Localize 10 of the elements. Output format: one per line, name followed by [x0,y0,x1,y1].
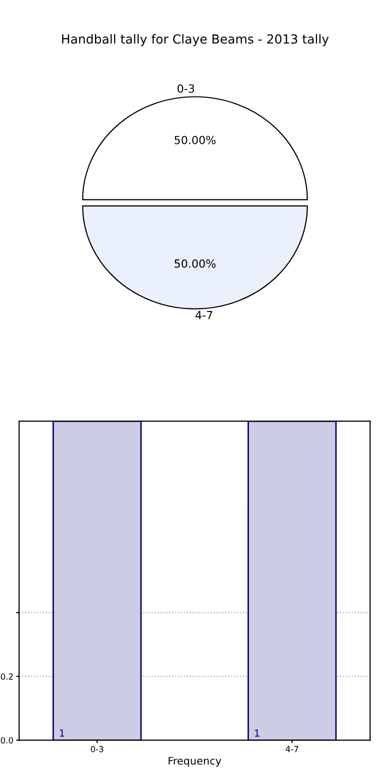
x-axis-title: Frequency [168,756,222,767]
data-label: 1 [60,730,64,737]
data-label: 1 [254,730,260,737]
chart-title: Handball tally for Claye Beams - 2013 tally [62,34,329,46]
slice-label: 0-3 [178,84,194,93]
data-label: 50.00% [174,136,216,144]
y-tick-label: 0.2 [0,673,13,680]
slice-label: 4-7 [196,311,212,320]
data-label: 50.00% [174,259,216,268]
y-tick-label: 0.0 [0,737,13,744]
